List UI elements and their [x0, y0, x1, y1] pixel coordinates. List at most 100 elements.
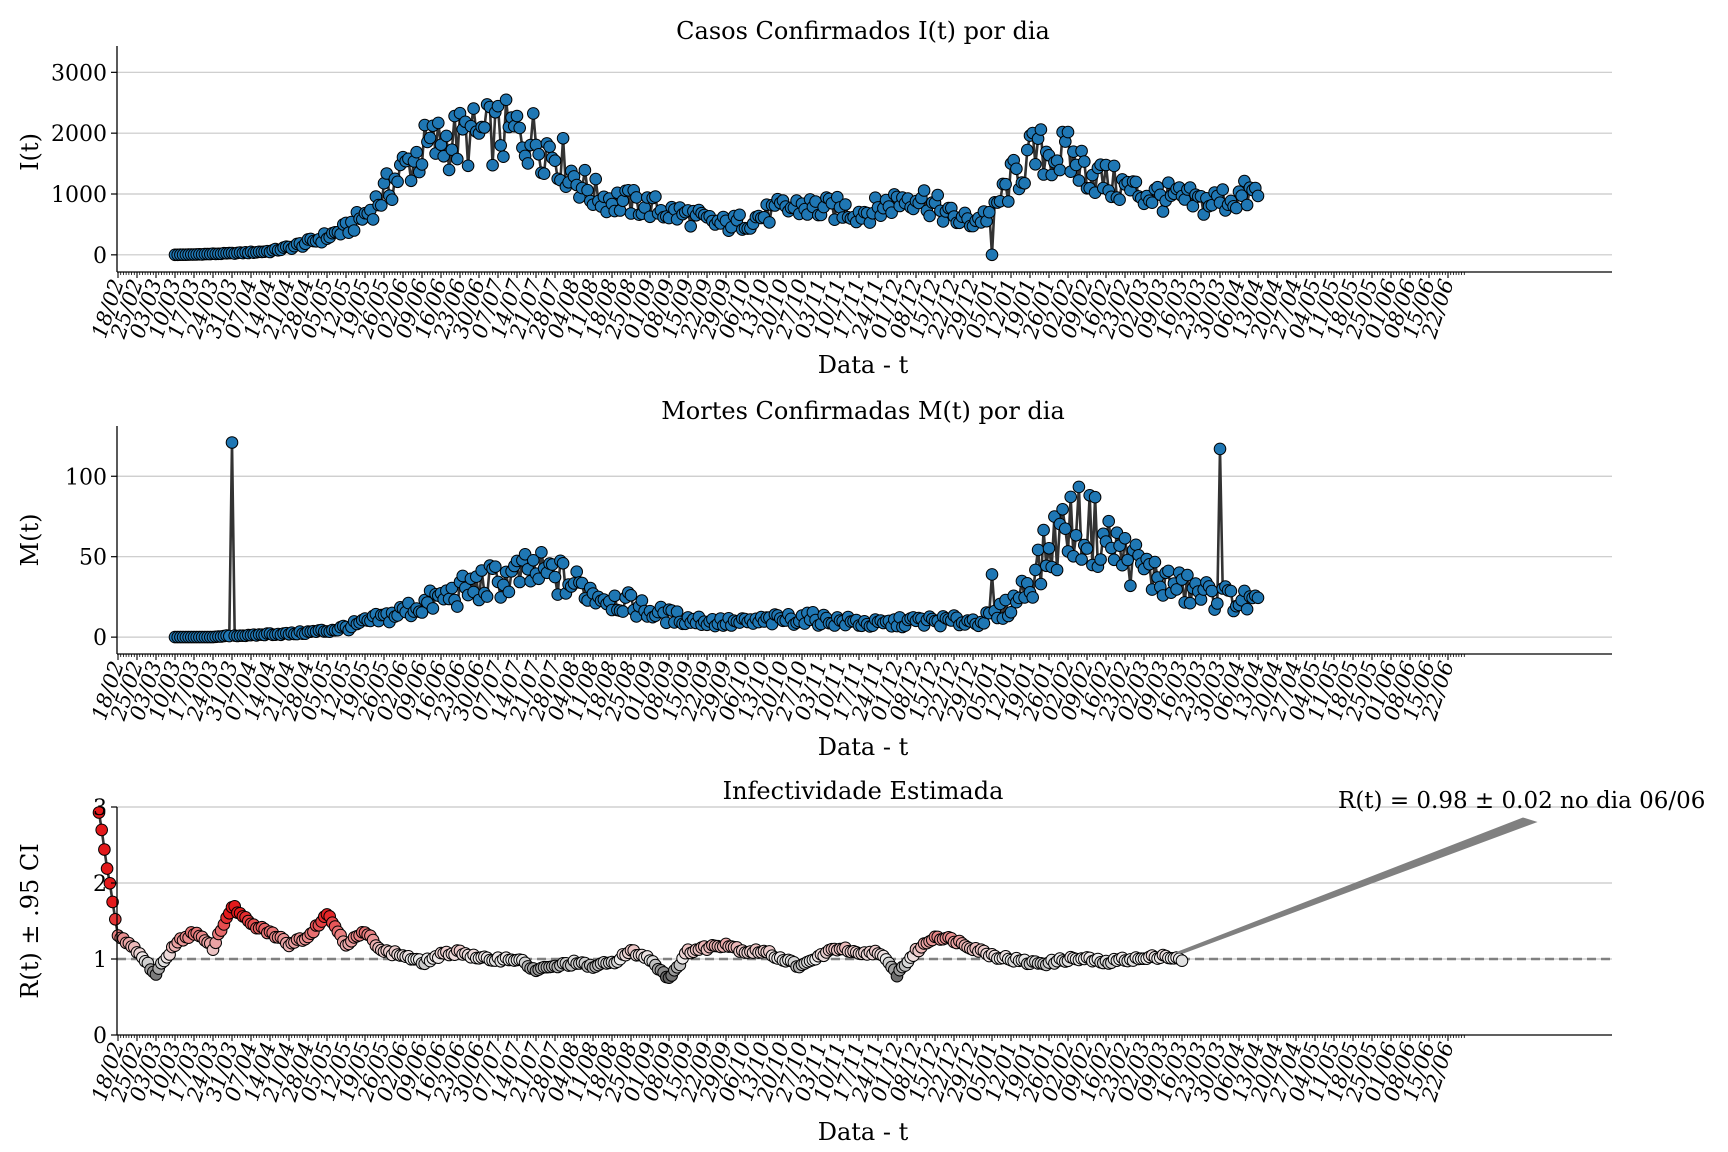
y-tick-label: 0	[93, 244, 107, 269]
y-axis-label: M(t)	[16, 514, 44, 567]
data-point	[1186, 199, 1200, 213]
data-point	[415, 606, 429, 619]
x-axis-label: Data - t	[818, 733, 909, 761]
data-point	[839, 198, 852, 211]
series-line	[175, 441, 1259, 639]
data-point	[548, 570, 562, 584]
data-point	[616, 605, 630, 618]
infectivity-chart-panel: Infectividade Estimada 0 1 2 3 18/0225/0203…	[16, 777, 1705, 1146]
data-point	[1080, 542, 1094, 555]
data-point	[1102, 514, 1115, 528]
data-point	[513, 575, 527, 589]
x-axis-label: Data - t	[818, 351, 909, 379]
data-point	[510, 109, 524, 123]
data-point	[1224, 584, 1238, 598]
y-tick-label: 2000	[51, 122, 107, 147]
data-point	[589, 172, 603, 186]
data-point	[527, 554, 540, 567]
data-point	[426, 602, 440, 615]
data-point	[1088, 490, 1102, 504]
data-point	[410, 145, 423, 159]
data-point	[1010, 162, 1023, 176]
data-point	[1069, 529, 1083, 542]
annotation-arrow	[1175, 817, 1538, 954]
data-point	[1118, 532, 1132, 545]
y-tick-label: 100	[65, 465, 107, 490]
data-point	[763, 216, 776, 229]
data-point	[923, 209, 936, 223]
data-point	[451, 600, 464, 613]
data-point	[556, 557, 570, 570]
data-point	[885, 206, 898, 219]
data-point	[1004, 606, 1018, 619]
data-point	[1042, 542, 1056, 555]
data-point	[578, 163, 592, 177]
y-tick-labels: 0 1 2 3	[93, 796, 117, 1049]
y-tick-label: 3	[93, 796, 107, 821]
data-point	[461, 159, 475, 173]
data-point	[415, 158, 429, 171]
data-point	[1213, 442, 1227, 456]
data-point	[1183, 596, 1197, 610]
data-point	[225, 436, 239, 449]
data-point	[451, 152, 464, 166]
data-point	[630, 191, 643, 204]
data-point	[1175, 954, 1189, 968]
data-point	[497, 150, 510, 163]
x-axis-label: Data - t	[818, 1118, 909, 1146]
data-point	[1205, 584, 1219, 598]
data-point	[489, 560, 502, 574]
data-point	[513, 121, 527, 135]
data-point	[1026, 591, 1039, 604]
data-point	[1050, 563, 1064, 577]
data-point	[437, 150, 451, 163]
annotation-text: R(t) = 0.98 ± 0.02 no dia 06/06	[1338, 788, 1705, 814]
cases-chart-panel: Casos Confirmados I(t) por dia 0 1000 2000…	[16, 17, 1612, 379]
data-point	[570, 565, 584, 579]
data-point	[624, 589, 638, 602]
data-point	[985, 248, 999, 262]
data-point	[375, 199, 388, 212]
data-point	[1072, 480, 1086, 494]
data-point	[1148, 555, 1162, 569]
data-point	[931, 188, 945, 202]
data-point	[1156, 205, 1170, 218]
data-point	[1034, 123, 1048, 136]
data-point	[1037, 523, 1050, 537]
data-point	[543, 140, 556, 154]
data-point	[649, 190, 662, 203]
y-tick-labels: 0 50 100	[65, 465, 117, 651]
data-point	[1129, 175, 1143, 189]
chart-title: Mortes Confirmadas M(t) por dia	[661, 397, 1065, 425]
series-line-and-markers	[168, 93, 1265, 262]
series-line-and-markers	[92, 806, 1612, 985]
data-point	[635, 594, 649, 607]
data-point	[1075, 144, 1088, 158]
data-point	[494, 139, 508, 152]
data-point	[985, 568, 999, 581]
data-point	[98, 843, 111, 856]
y-tick-label: 0	[93, 1024, 107, 1049]
deaths-chart-panel: Mortes Confirmadas M(t) por dia 0 50 100 1…	[16, 397, 1612, 761]
x-tick-labels: 18/0225/0203/0310/0317/0324/0331/0307/04…	[87, 272, 1465, 342]
data-point	[548, 154, 562, 167]
data-point	[1031, 543, 1045, 557]
data-point	[917, 184, 931, 197]
data-point	[404, 174, 418, 188]
data-point	[432, 116, 445, 130]
data-point	[480, 590, 494, 603]
data-point	[1145, 196, 1159, 209]
data-point	[467, 102, 480, 115]
chart-title: Casos Confirmados I(t) por dia	[676, 17, 1050, 45]
data-point	[366, 213, 380, 226]
data-point	[95, 823, 108, 837]
data-point	[502, 585, 516, 599]
data-point	[1053, 163, 1067, 177]
chart-title: Infectividade Estimada	[723, 777, 1004, 805]
data-point	[486, 158, 499, 172]
y-tick-label: 1000	[51, 183, 107, 208]
x-tick-labels: 18/0225/0203/0310/0317/0324/0331/0307/04…	[87, 654, 1465, 724]
data-point	[608, 589, 622, 603]
data-point	[100, 862, 114, 875]
